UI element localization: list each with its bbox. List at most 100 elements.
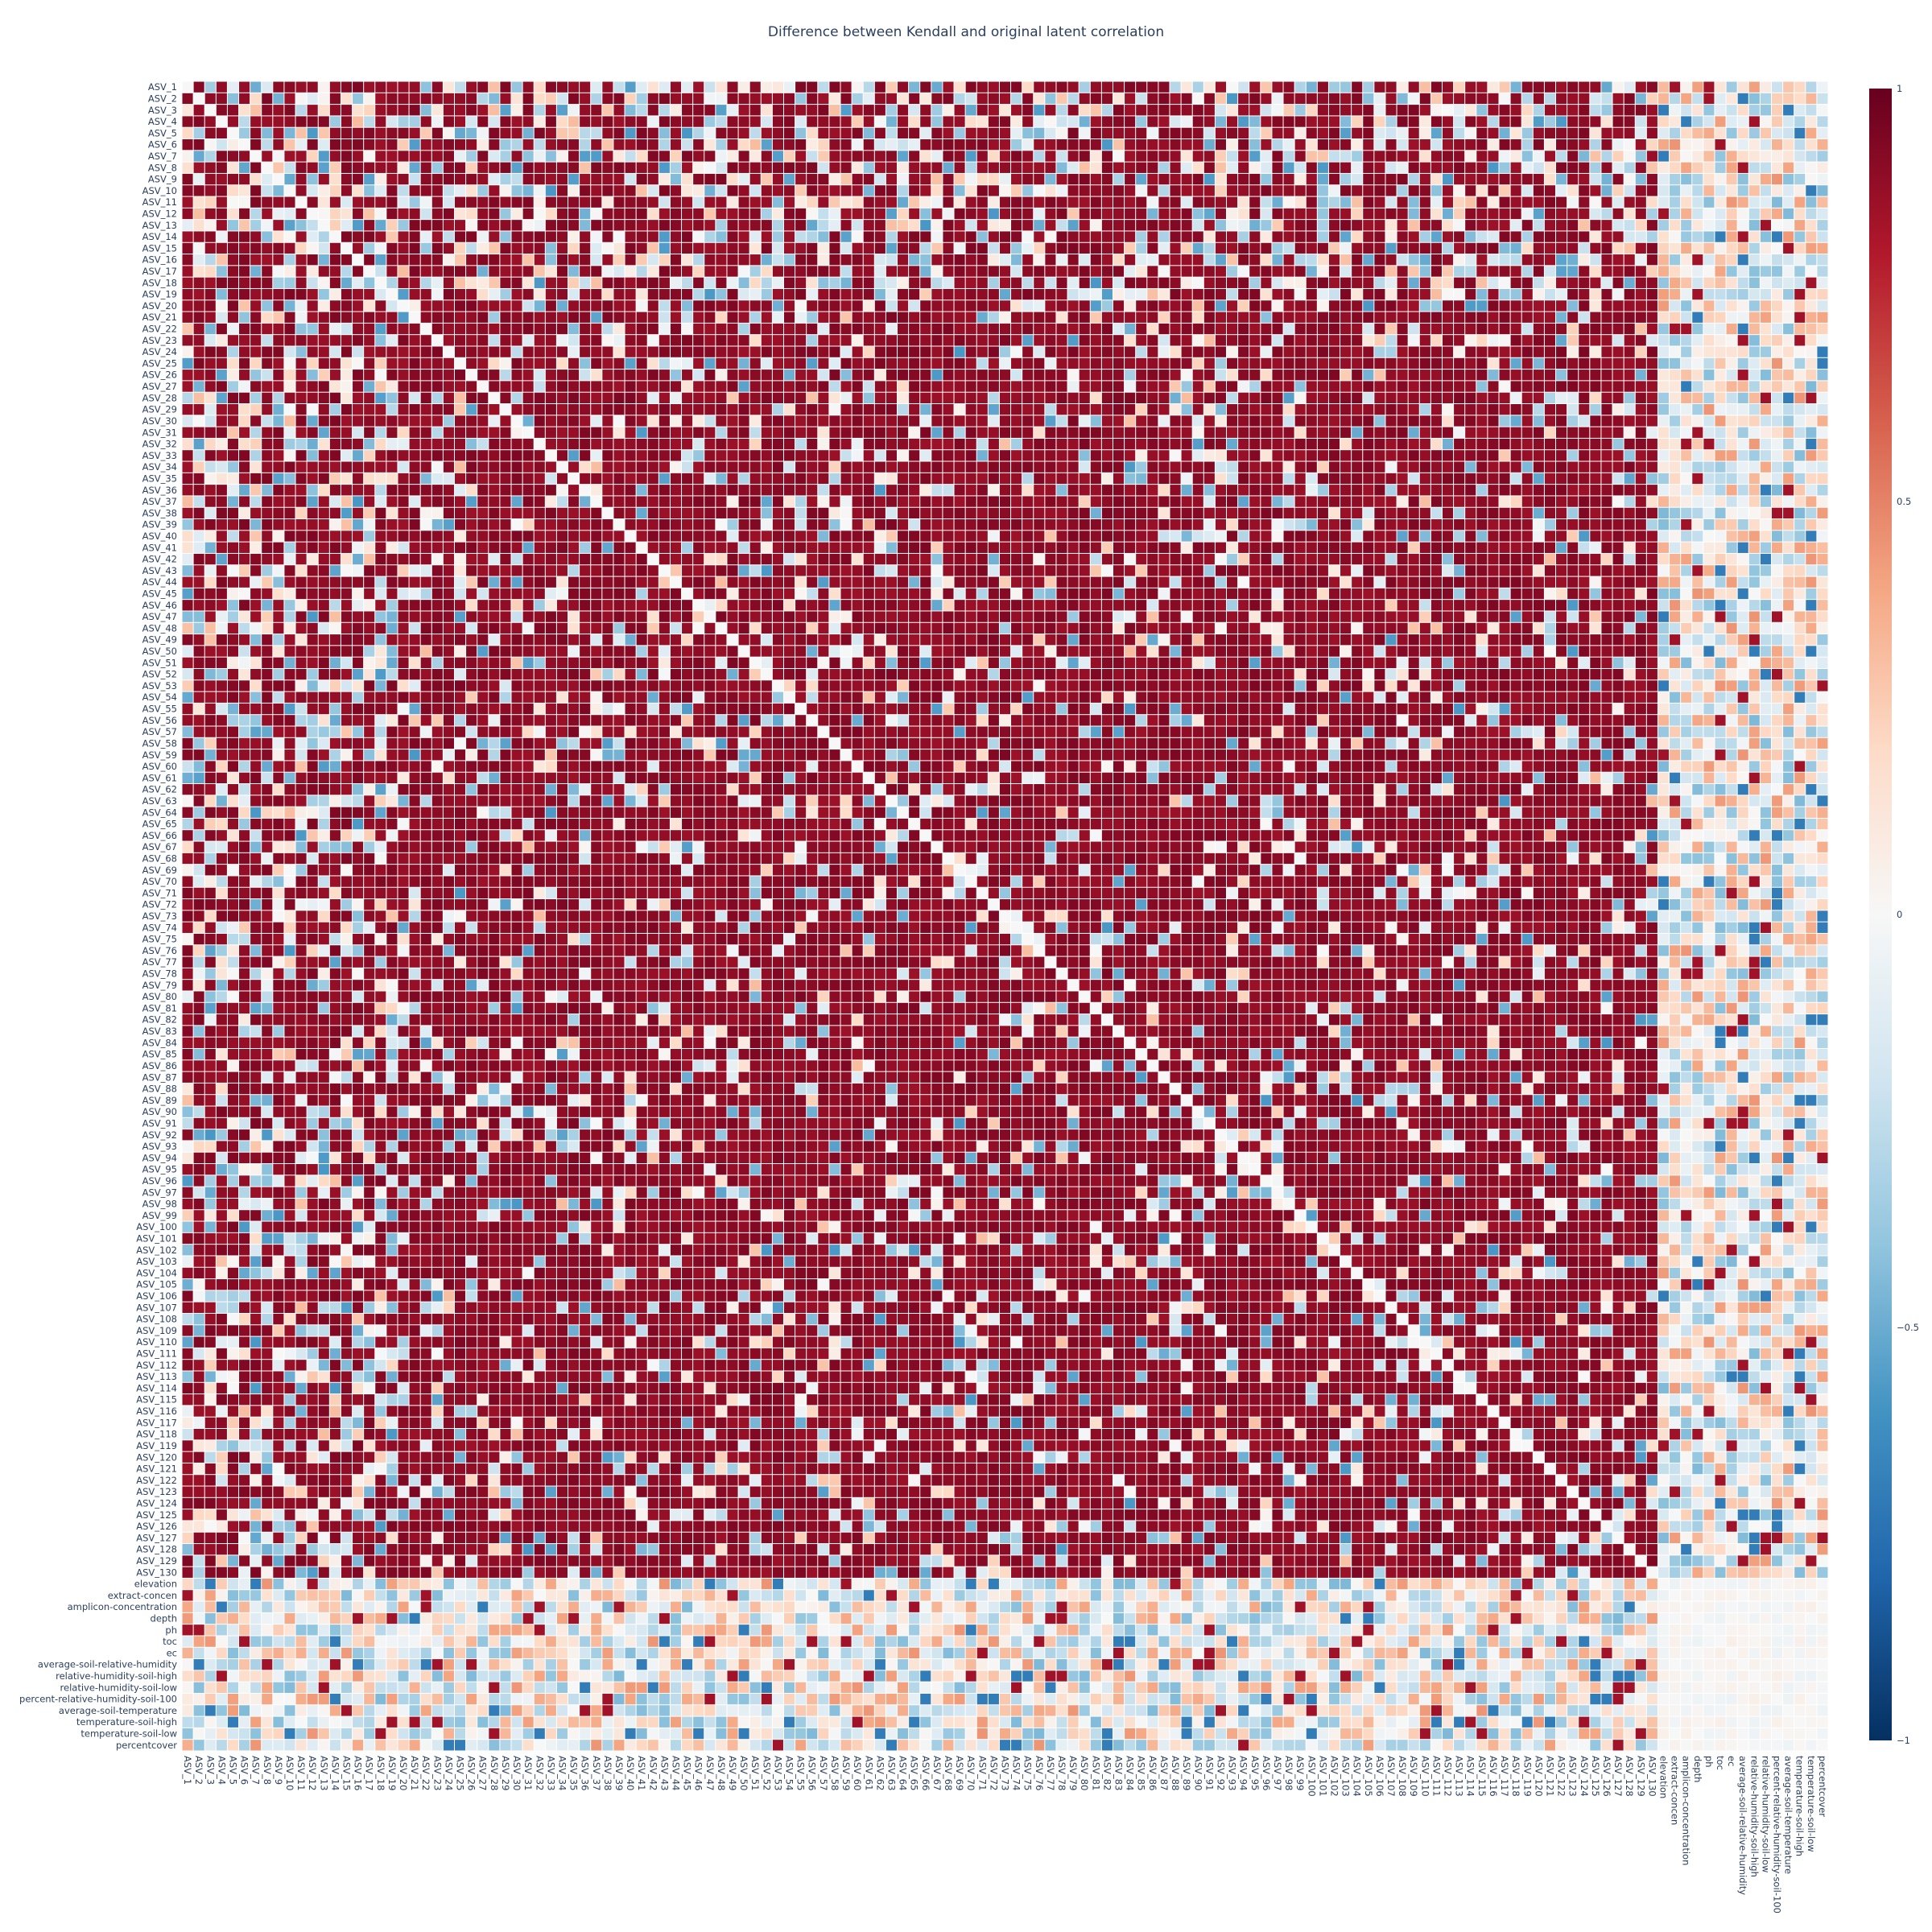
heatmap-cell [1136, 105, 1146, 115]
heatmap-cell [648, 105, 658, 115]
heatmap-cell [194, 82, 204, 93]
heatmap-cell [1703, 254, 1714, 265]
heatmap-cell [183, 278, 193, 288]
heatmap-cell [273, 105, 283, 115]
heatmap-cell [432, 185, 443, 196]
heatmap-cell [875, 151, 886, 161]
heatmap-cell [977, 254, 988, 265]
heatmap-cell [1080, 163, 1090, 173]
heatmap-cell [500, 231, 510, 242]
heatmap-cell [1261, 243, 1271, 254]
heatmap-cell [1534, 208, 1544, 219]
heatmap-cell [716, 243, 726, 254]
heatmap-cell [1204, 151, 1215, 161]
heatmap-cell [1715, 243, 1725, 254]
heatmap-cell [217, 197, 227, 208]
heatmap-cell [353, 93, 363, 104]
heatmap-cell [250, 243, 261, 254]
heatmap-cell [648, 278, 658, 288]
heatmap-cell [1567, 93, 1578, 104]
heatmap-cell [1056, 185, 1067, 196]
heatmap-cell [1340, 128, 1351, 138]
heatmap-cell [1272, 243, 1282, 254]
heatmap-cell [1091, 185, 1101, 196]
heatmap-cell [466, 93, 477, 104]
heatmap-cell [762, 243, 772, 254]
heatmap-cell [557, 139, 568, 150]
heatmap-cell [1249, 185, 1260, 196]
heatmap-cell [989, 139, 999, 150]
heatmap-cell [1227, 278, 1237, 288]
heatmap-cell [1772, 93, 1782, 104]
heatmap-cell [489, 174, 499, 184]
heatmap-cell [568, 185, 579, 196]
heatmap-cell [989, 278, 999, 288]
heatmap-cell [194, 220, 204, 230]
heatmap-cell [852, 278, 863, 288]
heatmap-cell [1636, 116, 1646, 126]
heatmap-cell [386, 243, 397, 254]
heatmap-cell [477, 93, 488, 104]
heatmap-cell [1443, 254, 1453, 265]
heatmap-cell [1238, 128, 1249, 138]
heatmap-cell [1056, 151, 1067, 161]
heatmap-cell [1125, 105, 1135, 115]
heatmap-cell [262, 151, 272, 161]
heatmap-cell [784, 220, 795, 230]
heatmap-cell [1454, 254, 1464, 265]
heatmap-cell [250, 278, 261, 288]
heatmap-cell [1056, 289, 1067, 299]
heatmap-cell [308, 197, 318, 208]
heatmap-cell [1318, 174, 1328, 184]
heatmap-cell [1806, 254, 1816, 265]
heatmap-cell [773, 254, 783, 265]
heatmap-cell [1158, 254, 1169, 265]
heatmap-cell [637, 243, 647, 254]
heatmap-cell [1340, 139, 1351, 150]
heatmap-cell [693, 243, 704, 254]
heatmap-cell [1454, 208, 1464, 219]
heatmap-cell [750, 128, 761, 138]
heatmap-cell [1125, 174, 1135, 184]
heatmap-cell [1147, 139, 1158, 150]
heatmap-cell [829, 174, 840, 184]
heatmap-cell [444, 254, 454, 265]
heatmap-cell [898, 139, 908, 150]
heatmap-cell [1727, 82, 1737, 93]
heatmap-cell [1227, 254, 1237, 265]
heatmap-cell [1624, 174, 1635, 184]
heatmap-cell [1182, 151, 1192, 161]
heatmap-cell [739, 208, 749, 219]
heatmap-cell [1658, 254, 1669, 265]
heatmap-cell [1158, 151, 1169, 161]
heatmap-cell [1454, 197, 1464, 208]
heatmap-cell [1238, 197, 1249, 208]
heatmap-cell [1147, 128, 1158, 138]
heatmap-cell [273, 93, 283, 104]
heatmap-cell [773, 197, 783, 208]
heatmap-cell [818, 163, 828, 173]
heatmap-cell [784, 174, 795, 184]
heatmap-cell [955, 93, 965, 104]
heatmap-cell [1352, 174, 1362, 184]
heatmap-cell [1193, 93, 1203, 104]
heatmap-cell [489, 289, 499, 299]
heatmap-cell [512, 163, 522, 173]
heatmap-cell [1431, 151, 1442, 161]
heatmap-cell [1534, 128, 1544, 138]
heatmap-cell [1409, 116, 1419, 126]
heatmap-cell [1761, 208, 1771, 219]
heatmap-cell [1761, 231, 1771, 242]
heatmap-cell [1443, 174, 1453, 184]
heatmap-cell [1022, 185, 1033, 196]
heatmap-cell [535, 116, 545, 126]
heatmap-cell [1125, 254, 1135, 265]
heatmap-cell [1102, 163, 1113, 173]
heatmap-cell [546, 151, 556, 161]
heatmap-cell [1397, 266, 1408, 276]
heatmap-cell [637, 185, 647, 196]
heatmap-cell [557, 231, 568, 242]
heatmap-cell [1772, 254, 1782, 265]
heatmap-cell [1522, 197, 1533, 208]
